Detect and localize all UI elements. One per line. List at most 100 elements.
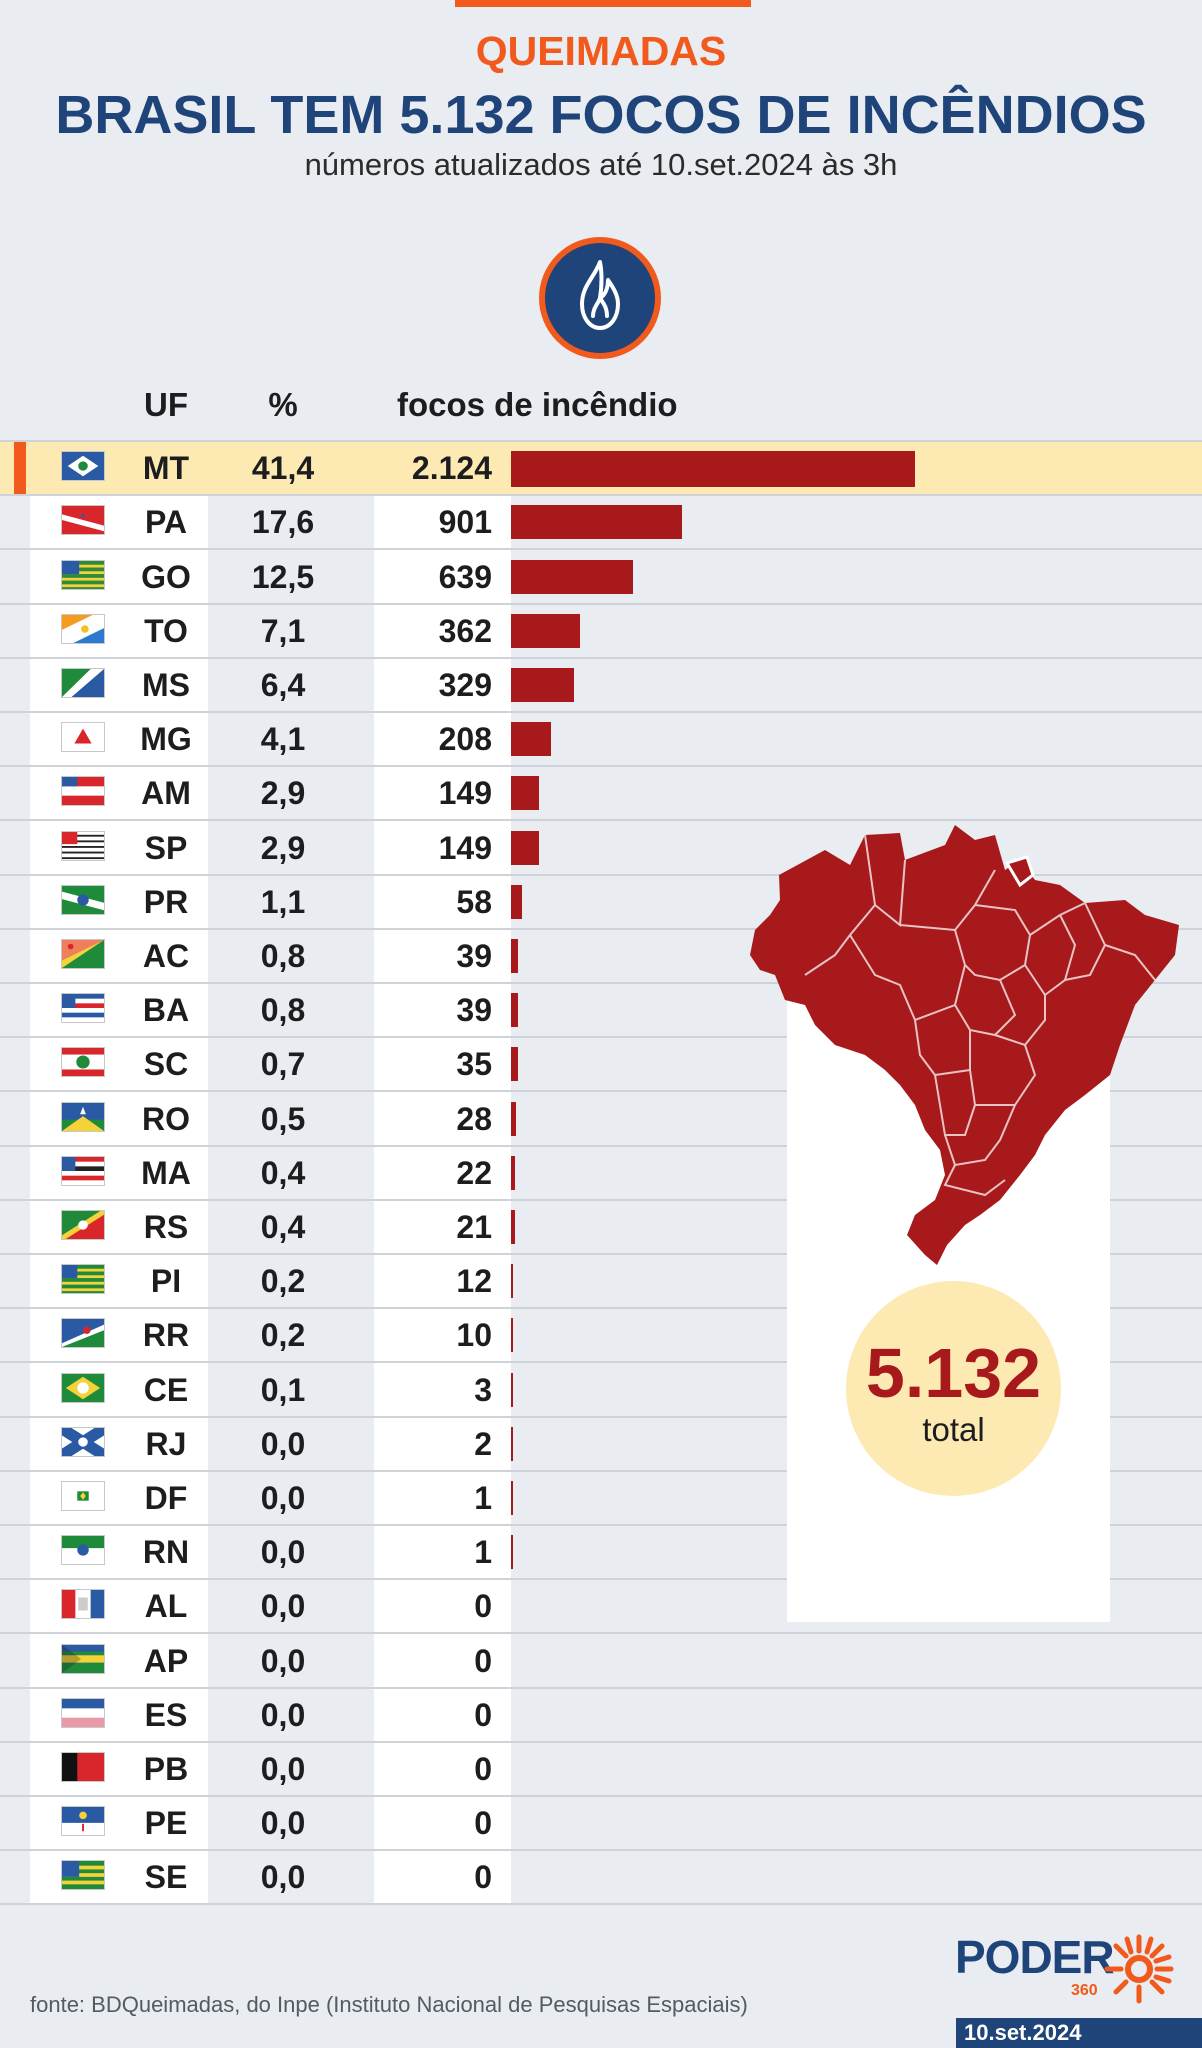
row-divider [0,711,1202,713]
state-count: 0 [474,1750,492,1787]
state-percent: 1,1 [260,883,306,920]
state-percent: 0,2 [260,1263,306,1300]
state-count: 1 [474,1479,492,1516]
column-header-percent: % [268,386,298,423]
bar-ma [511,1155,516,1190]
state-percent: 2,9 [260,829,306,866]
logo-wordmark: PODER [955,1931,1115,1983]
bar-mt [511,451,915,488]
row-divider [0,1361,1202,1364]
state-percent: 41,4 [251,450,315,487]
row-divider [0,765,1202,768]
row-divider [0,1415,1202,1418]
state-count: 22 [456,1154,492,1191]
state-percent: 0,1 [260,1371,306,1408]
state-percent: 0,0 [260,1534,306,1571]
row-divider [0,927,1202,930]
flag-sc-icon [61,1047,105,1078]
state-percent: 0,2 [260,1317,306,1354]
row-divider [0,982,1202,984]
brazil-map [750,825,1179,1265]
row-divider [0,440,1202,442]
state-code: SC [143,1046,189,1083]
bar-rr [511,1318,513,1353]
flag-pi-icon [61,1264,105,1295]
bar-ro [511,1101,517,1136]
state-code: MS [142,666,190,703]
state-percent: 0,4 [260,1154,306,1191]
state-percent: 7,1 [260,612,306,649]
flag-ac-icon [61,938,105,969]
row-divider [0,1198,1202,1201]
state-count: 39 [456,937,492,974]
flag-am-icon [61,776,105,807]
flag-rn-icon [61,1535,105,1566]
state-code: RR [142,1317,190,1354]
state-percent: 0,0 [260,1642,306,1679]
count-column-bg [374,441,511,1905]
state-code: PI [150,1263,182,1300]
state-code: RN [142,1534,190,1571]
state-percent: 0,8 [260,937,306,974]
row-divider [0,1090,1202,1093]
highlight-marker [14,441,26,495]
state-percent: 17,6 [251,504,315,541]
fire-icon [539,237,661,359]
row-divider [0,494,1202,497]
uf-column-bg [30,441,208,1905]
flag-rj-icon [61,1426,105,1457]
row-divider [0,1740,1202,1743]
row-divider [0,1253,1202,1255]
state-code: SE [144,1859,188,1896]
bar-pi [511,1264,514,1299]
state-count: 0 [474,1588,492,1625]
flag-ap-icon [61,1643,105,1674]
state-count: 639 [438,558,492,595]
flag-pb-icon [61,1751,105,1782]
state-count: 2.124 [411,450,492,487]
bar-sc [511,1047,518,1082]
state-percent: 0,0 [260,1750,306,1787]
row-divider [0,1469,1202,1472]
state-percent: 0,4 [260,1208,306,1245]
bar-rj [511,1426,513,1461]
state-code: AP [143,1642,189,1679]
flag-al-icon [61,1589,105,1620]
state-count: 28 [456,1100,492,1137]
page-title: BRASIL TEM 5.132 FOCOS DE INCÊNDIOS [55,85,1147,145]
row-divider [0,819,1202,822]
row-divider [0,873,1202,876]
row-divider [0,1686,1202,1689]
column-header-uf: UF [144,386,188,423]
state-percent: 0,0 [260,1805,306,1842]
state-code: MG [140,721,192,758]
state-count: 12 [456,1263,492,1300]
flag-df-icon [61,1480,105,1511]
state-percent: 4,1 [260,721,306,758]
flag-ce-icon [61,1372,105,1403]
state-count: 208 [438,721,492,758]
row-divider [0,656,1202,659]
state-code: MA [141,1154,191,1191]
row-divider [0,1795,1202,1797]
state-count: 901 [438,504,492,541]
bar-df [511,1480,513,1515]
state-code: TO [144,612,188,649]
state-count: 3 [474,1371,492,1408]
flag-rr-icon [61,1318,105,1349]
row-divider [0,1849,1202,1852]
state-code: PB [143,1750,189,1787]
state-code: AL [144,1588,188,1625]
row-divider [0,548,1202,551]
state-count: 149 [438,829,492,866]
row-divider [0,1307,1202,1310]
total-label: total [922,1411,985,1448]
state-count: 35 [456,1046,492,1083]
state-count: 1 [474,1534,492,1571]
bar-mg [511,722,551,757]
date-badge: 10.set.2024 [956,2018,1202,2048]
flag-sp-icon [61,830,105,861]
state-code: AC [142,937,190,974]
bar-ce [511,1372,513,1407]
state-count: 2 [474,1425,492,1462]
